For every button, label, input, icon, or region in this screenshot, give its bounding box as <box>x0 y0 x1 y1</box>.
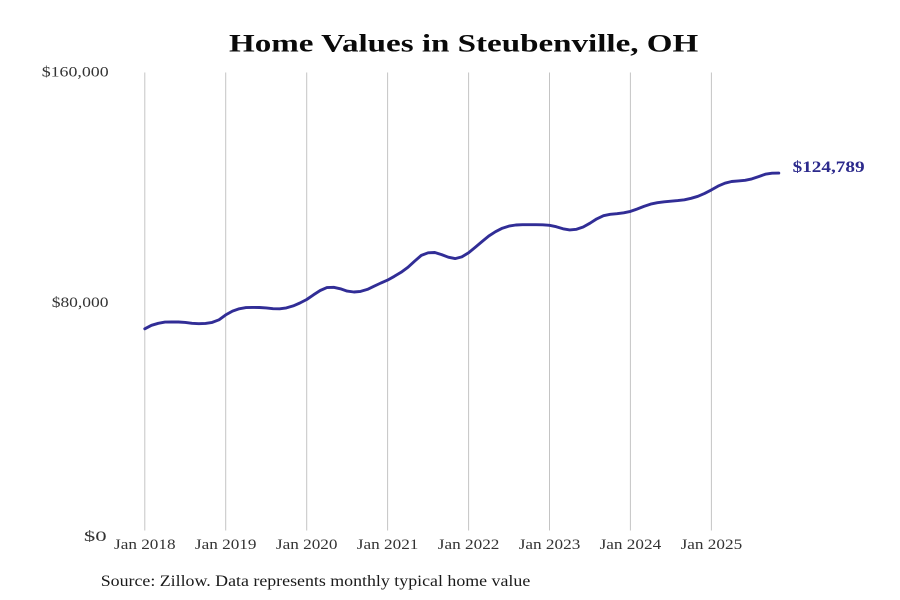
svg-text:Home Values in Steubenville, O: Home Values in Steubenville, OH <box>229 30 698 57</box>
svg-text:Jan 2018: Jan 2018 <box>114 537 176 553</box>
svg-text:Jan 2020: Jan 2020 <box>276 537 338 553</box>
svg-text:Jan 2024: Jan 2024 <box>600 537 662 553</box>
svg-text:Jan 2021: Jan 2021 <box>357 537 419 553</box>
svg-text:Jan 2022: Jan 2022 <box>438 537 500 553</box>
svg-text:$80,000: $80,000 <box>52 295 109 310</box>
svg-text:Source: Zillow. Data represent: Source: Zillow. Data represents monthly … <box>101 572 531 590</box>
svg-text:$160,000: $160,000 <box>42 63 109 80</box>
svg-text:Jan 2023: Jan 2023 <box>519 537 581 553</box>
svg-text:$124,789: $124,789 <box>793 158 865 176</box>
svg-text:$0: $0 <box>84 529 107 545</box>
svg-text:Jan 2025: Jan 2025 <box>681 537 743 553</box>
svg-text:Jan 2019: Jan 2019 <box>195 537 257 553</box>
